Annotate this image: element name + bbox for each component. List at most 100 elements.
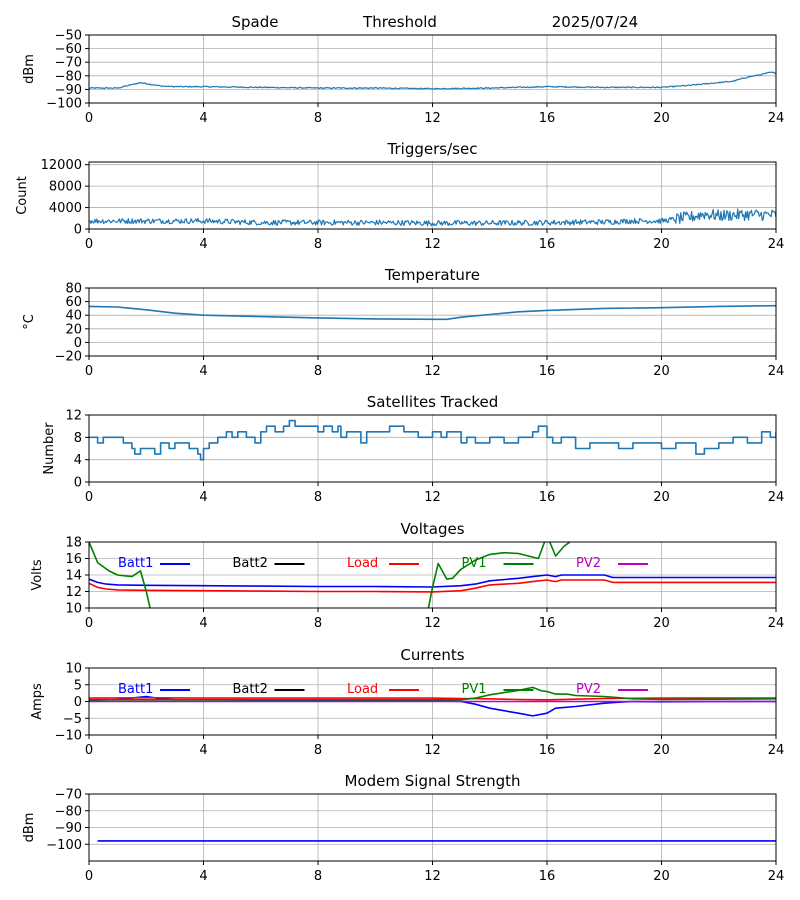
currents-x-tick-label: 12 xyxy=(424,743,441,758)
voltages-legend-label-pv2: PV2 xyxy=(576,556,601,571)
modem-y-tick-label: −90 xyxy=(55,821,82,836)
currents-legend-label-batt2: Batt2 xyxy=(233,682,268,697)
voltages-legend-label-batt1: Batt1 xyxy=(118,556,153,571)
satellites-series-line xyxy=(89,419,776,461)
voltages-y-axis-label: Volts xyxy=(30,559,45,591)
triggers-x-tick-label: 20 xyxy=(653,237,670,252)
temperature-x-tick-label: 20 xyxy=(653,364,670,379)
threshold-x-tick-label: 4 xyxy=(199,111,207,126)
currents-x-tick-label: 4 xyxy=(199,743,207,758)
voltages-legend-label-pv1: PV1 xyxy=(462,556,487,571)
currents-x-tick-label: 16 xyxy=(539,743,556,758)
currents-title: Currents xyxy=(400,646,464,664)
currents-y-tick-label: −5 xyxy=(63,712,82,727)
satellites-y-axis-label: Number xyxy=(42,422,57,475)
modem-x-tick-label: 20 xyxy=(653,869,670,884)
voltages-x-tick-label: 20 xyxy=(653,616,670,631)
currents-legend-label-pv2: PV2 xyxy=(576,682,601,697)
voltages-y-tick-label: 12 xyxy=(65,585,82,600)
threshold-y-tick-label: −100 xyxy=(46,97,82,112)
temperature-y-tick-label: 60 xyxy=(65,295,82,310)
threshold-x-tick-label: 8 xyxy=(314,111,322,126)
temperature-series-line xyxy=(89,304,776,321)
temperature-x-tick-label: 4 xyxy=(199,364,207,379)
temperature-title: Temperature xyxy=(384,266,480,284)
threshold-x-tick-label: 12 xyxy=(424,111,441,126)
satellites-x-tick-label: 24 xyxy=(768,490,785,505)
triggers-y-tick-label: 8000 xyxy=(49,180,82,195)
temperature-y-tick-label: 20 xyxy=(65,322,82,337)
threshold-x-tick-label: 0 xyxy=(85,111,93,126)
modem-x-tick-label: 24 xyxy=(768,869,785,884)
temperature-x-tick-label: 0 xyxy=(85,364,93,379)
voltages-series-line-pv1 xyxy=(89,542,572,608)
triggers-title: Triggers/sec xyxy=(387,140,478,158)
currents-x-tick-label: 24 xyxy=(768,743,785,758)
currents-y-tick-label: 5 xyxy=(74,678,82,693)
threshold-y-axis-label: dBm xyxy=(22,54,37,84)
satellites-y-tick-label: 12 xyxy=(65,409,82,424)
currents-series-line-pv1 xyxy=(89,686,776,701)
voltages-x-tick-label: 0 xyxy=(85,616,93,631)
modem-x-tick-label: 0 xyxy=(85,869,93,884)
triggers-chart: 0 4 8 12 16 20 24 0 4000 8000 12000 Count Triggers/s… xyxy=(15,140,784,252)
voltages-x-tick-label: 24 xyxy=(768,616,785,631)
header-date: 2025/07/24 xyxy=(552,13,638,31)
temperature-y-tick-label: 80 xyxy=(65,282,82,297)
temperature-x-tick-label: 24 xyxy=(768,364,785,379)
currents-chart: 0 4 8 12 16 20 24 −10 −5 0 510 Amps Currents Batt1 Bat… xyxy=(30,646,784,758)
modem-y-tick-label: −70 xyxy=(55,788,82,803)
currents-y-axis-label: Amps xyxy=(30,683,45,720)
voltages-x-tick-label: 16 xyxy=(539,616,556,631)
voltages-x-tick-label: 12 xyxy=(424,616,441,631)
temperature-y-axis-label: °C xyxy=(22,314,37,330)
modem-x-tick-label: 8 xyxy=(314,869,322,884)
threshold-series-line xyxy=(89,71,776,90)
satellites-x-tick-label: 12 xyxy=(424,490,441,505)
triggers-series-line xyxy=(89,208,776,227)
triggers-x-tick-label: 12 xyxy=(424,237,441,252)
modem-x-tick-label: 16 xyxy=(539,869,556,884)
triggers-x-tick-label: 0 xyxy=(85,237,93,252)
voltages-y-tick-label: 10 xyxy=(65,602,82,617)
satellites-x-tick-label: 4 xyxy=(199,490,207,505)
triggers-y-tick-label: 0 xyxy=(74,223,82,238)
temperature-y-tick-label: 40 xyxy=(65,309,82,324)
currents-legend-label-load: Load xyxy=(347,682,378,697)
satellites-y-tick-label: 4 xyxy=(74,453,82,468)
voltages-y-tick-label: 16 xyxy=(65,552,82,567)
currents-legend-label-batt1: Batt1 xyxy=(118,682,153,697)
satellites-chart: 0 4 8 12 16 20 24 0 4 8 12 Number Satellites Tracked xyxy=(42,393,784,505)
modem-x-tick-label: 12 xyxy=(424,869,441,884)
satellites-x-tick-label: 8 xyxy=(314,490,322,505)
satellites-x-tick-label: 16 xyxy=(539,490,556,505)
triggers-x-tick-label: 24 xyxy=(768,237,785,252)
header-mode: Threshold xyxy=(362,13,437,31)
threshold-x-tick-label: 20 xyxy=(653,111,670,126)
temperature-x-tick-label: 16 xyxy=(539,364,556,379)
satellites-y-tick-label: 8 xyxy=(74,431,82,446)
threshold-chart: 0 4 8 12 16 20 24 −100−90−80−70−60−50 dBm xyxy=(22,29,784,127)
temperature-y-tick-label: −20 xyxy=(55,350,82,365)
modem-chart: 0 4 8 12 16 20 24 −100 −90 −80−70 dBm Modem Signal … xyxy=(22,772,784,884)
modem-y-axis-label: dBm xyxy=(22,813,37,843)
voltages-legend-label-load: Load xyxy=(347,556,378,571)
voltages-x-tick-label: 4 xyxy=(199,616,207,631)
currents-y-tick-label: −10 xyxy=(55,729,82,744)
satellites-x-tick-label: 0 xyxy=(85,490,93,505)
threshold-y-tick-label: −70 xyxy=(55,56,82,71)
currents-y-tick-label: 0 xyxy=(74,695,82,710)
modem-y-tick-label: −80 xyxy=(55,804,82,819)
modem-x-tick-label: 4 xyxy=(199,869,207,884)
voltages-x-tick-label: 8 xyxy=(314,616,322,631)
currents-x-tick-label: 0 xyxy=(85,743,93,758)
threshold-y-tick-label: −90 xyxy=(55,83,82,98)
currents-x-tick-label: 8 xyxy=(314,743,322,758)
threshold-x-tick-label: 24 xyxy=(768,111,785,126)
currents-y-tick-label: 10 xyxy=(65,662,82,677)
threshold-y-tick-label: −50 xyxy=(55,29,82,44)
satellites-title: Satellites Tracked xyxy=(367,393,498,411)
temperature-x-tick-label: 12 xyxy=(424,364,441,379)
